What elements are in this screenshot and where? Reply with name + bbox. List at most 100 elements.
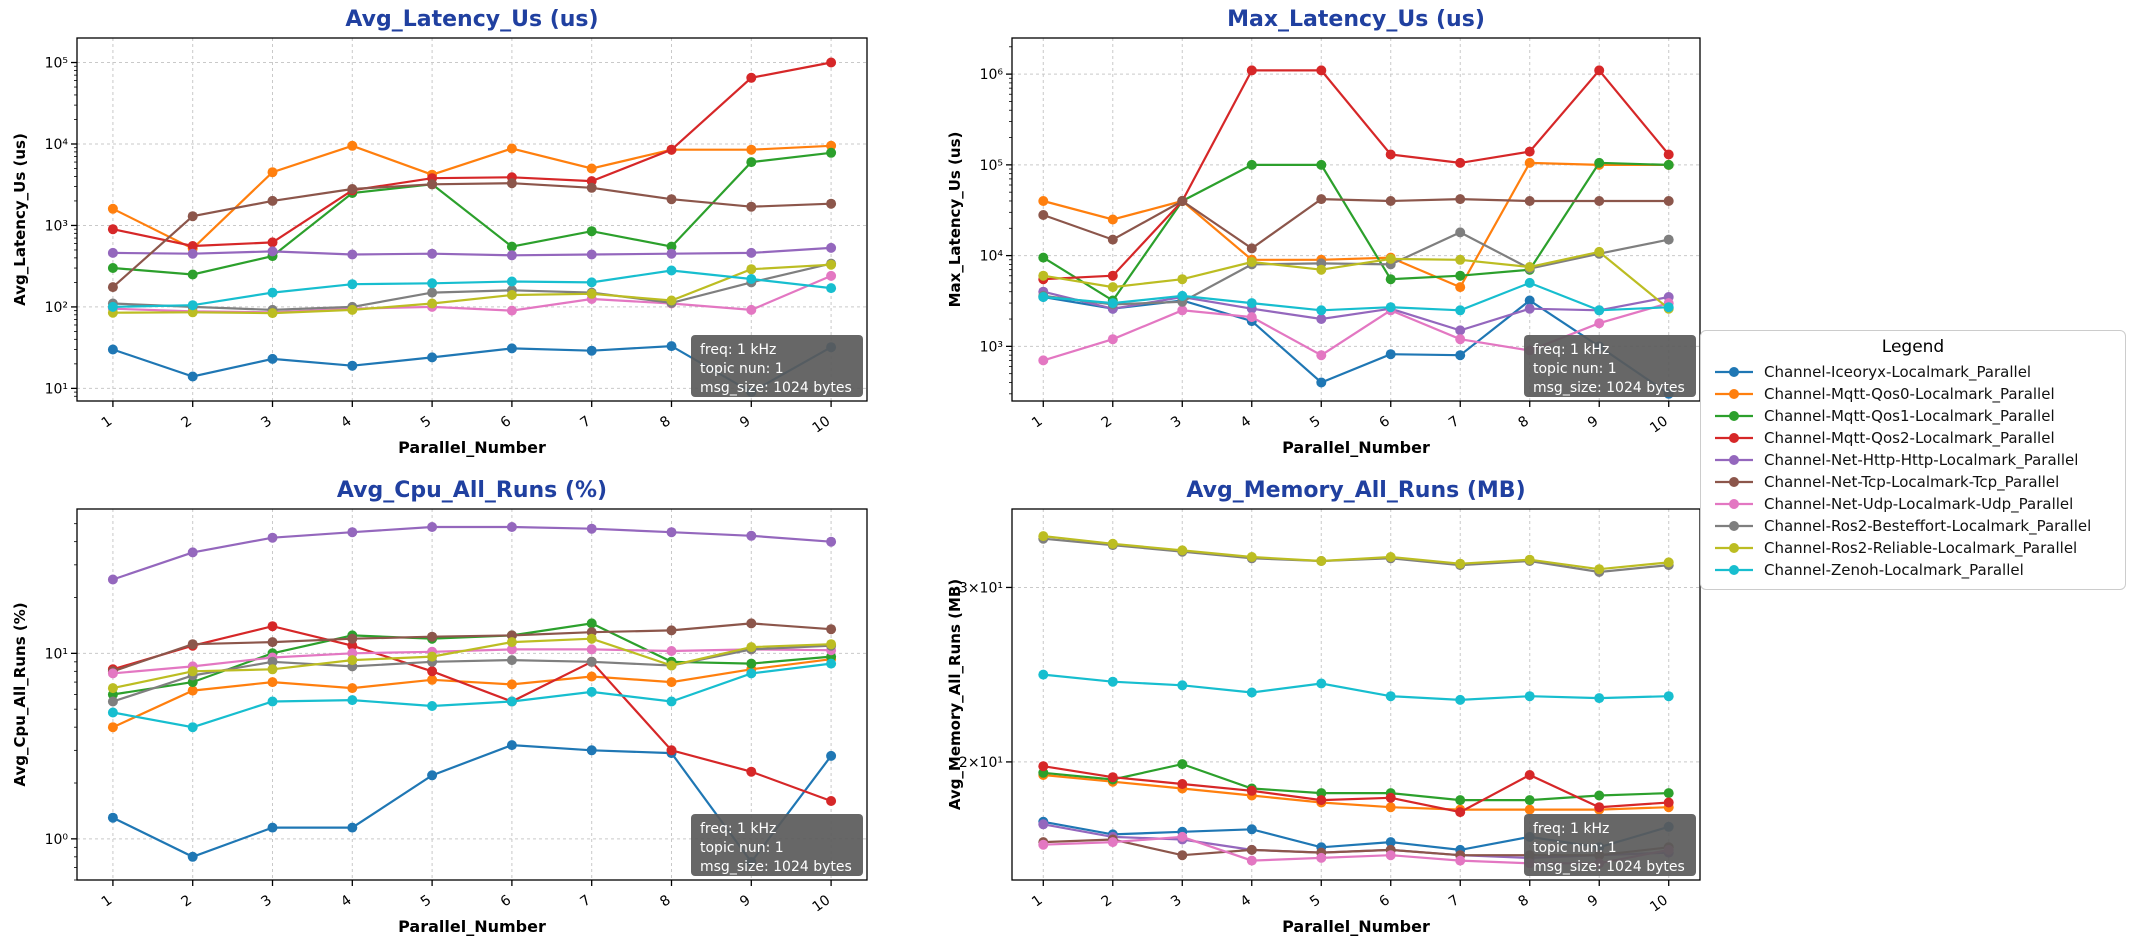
data-point bbox=[187, 248, 198, 259]
data-point bbox=[1177, 196, 1188, 206]
data-point bbox=[347, 822, 358, 833]
data-point bbox=[1524, 795, 1535, 806]
x-axis-label: Parallel_Number bbox=[398, 438, 546, 457]
series-line bbox=[112, 61, 832, 248]
legend-line-sample bbox=[1715, 565, 1753, 575]
data-point bbox=[1107, 837, 1118, 848]
series-line bbox=[1043, 673, 1669, 702]
data-point bbox=[427, 631, 438, 642]
series-line bbox=[1043, 762, 1669, 802]
plot-border bbox=[1011, 508, 1701, 881]
data-point bbox=[107, 683, 118, 694]
chart-title: Max_Latency_Us (us) bbox=[1227, 7, 1485, 32]
series-Channel-Mqtt-Qos0-Localmark_Parallel bbox=[107, 140, 837, 254]
legend-line-sample bbox=[1715, 477, 1753, 487]
x-tick-label: 4 bbox=[338, 892, 355, 910]
data-point bbox=[746, 264, 757, 275]
data-point bbox=[666, 696, 677, 707]
data-point bbox=[1316, 65, 1327, 76]
y-tick-label: 10³ bbox=[45, 218, 68, 234]
series-line bbox=[1043, 537, 1669, 574]
data-point bbox=[347, 184, 358, 194]
data-point bbox=[1316, 678, 1327, 689]
series-line bbox=[1043, 295, 1670, 395]
series-line bbox=[1043, 773, 1669, 811]
y-tick-label: 10⁶ bbox=[980, 67, 1004, 83]
x-tick-label: 5 bbox=[1307, 892, 1323, 910]
data-point bbox=[1177, 779, 1188, 789]
data-point bbox=[347, 695, 358, 706]
data-point bbox=[506, 241, 517, 252]
x-tick-label: 5 bbox=[1307, 413, 1323, 431]
data-point bbox=[746, 618, 757, 629]
data-point bbox=[1524, 196, 1535, 206]
data-point bbox=[1246, 298, 1257, 309]
data-point bbox=[1524, 295, 1535, 306]
series-line bbox=[112, 622, 832, 673]
data-point bbox=[746, 304, 757, 315]
series-Channel-Net-Tcp-Localmark-Tcp_Parallel bbox=[107, 618, 837, 677]
data-point bbox=[267, 237, 278, 248]
data-point bbox=[107, 344, 118, 355]
data-point bbox=[1594, 305, 1605, 316]
data-point bbox=[1316, 194, 1327, 205]
data-point bbox=[1177, 545, 1188, 556]
data-point bbox=[586, 644, 597, 655]
x-tick-label: 7 bbox=[1446, 413, 1462, 431]
data-point bbox=[107, 812, 118, 823]
data-point bbox=[1038, 531, 1049, 542]
x-tick-label: 1 bbox=[99, 892, 115, 910]
y-axis-label: Max_Latency_Us (us) bbox=[946, 132, 964, 308]
data-point bbox=[187, 371, 198, 382]
series-Channel-Mqtt-Qos2-Localmark_Parallel bbox=[107, 57, 837, 251]
data-point bbox=[586, 288, 597, 299]
data-point bbox=[1455, 157, 1466, 168]
data-point bbox=[826, 242, 837, 253]
series-line bbox=[1043, 250, 1670, 310]
data-point bbox=[1663, 302, 1674, 313]
data-point bbox=[1663, 149, 1674, 160]
series-Channel-Zenoh-Localmark_Parallel bbox=[107, 658, 837, 733]
data-point bbox=[1455, 334, 1466, 345]
y-axis-label: Avg_Latency_Us (us) bbox=[11, 133, 29, 306]
data-point bbox=[746, 144, 757, 155]
data-point bbox=[1524, 554, 1535, 565]
x-tick-label: 10 bbox=[1647, 413, 1671, 436]
series-line bbox=[1042, 197, 1669, 250]
data-point bbox=[1107, 538, 1118, 549]
data-point bbox=[347, 655, 358, 666]
data-point bbox=[107, 668, 118, 679]
series-line bbox=[112, 525, 832, 581]
annotation-line: msg_size: 1024 bytes bbox=[700, 859, 852, 875]
series-Channel-Net-Tcp-Localmark-Tcp_Parallel bbox=[1038, 194, 1674, 254]
legend-item: Channel-Iceoryx-Localmark_Parallel bbox=[1711, 361, 2115, 383]
data-point bbox=[107, 696, 118, 707]
data-point bbox=[427, 770, 438, 781]
data-point bbox=[1594, 790, 1605, 801]
data-point bbox=[1107, 270, 1118, 281]
y-tick-label: 10¹ bbox=[45, 381, 68, 397]
series-line bbox=[112, 648, 832, 675]
data-point bbox=[826, 270, 837, 281]
data-point bbox=[1385, 253, 1396, 264]
data-point bbox=[1385, 850, 1396, 861]
legend-label: Channel-Mqtt-Qos0-Localmark_Parallel bbox=[1764, 385, 2055, 403]
data-point bbox=[1455, 254, 1466, 265]
x-tick-label: 6 bbox=[498, 892, 515, 910]
data-point bbox=[187, 300, 198, 311]
annotation-line: topic nun: 1 bbox=[1533, 361, 1617, 377]
y-tick-label: 10⁴ bbox=[980, 249, 1004, 265]
data-point bbox=[187, 211, 198, 222]
data-point bbox=[1177, 831, 1188, 842]
series-line bbox=[112, 658, 832, 729]
series-line bbox=[112, 263, 832, 315]
y-tick-label: 10⁵ bbox=[45, 56, 68, 72]
data-point bbox=[1455, 694, 1466, 705]
data-point bbox=[1385, 149, 1396, 160]
data-point bbox=[1385, 552, 1396, 562]
data-point bbox=[586, 345, 597, 356]
series-line bbox=[1042, 161, 1669, 302]
chart-avg-cpu: 10⁰ 10¹ 1 2 3 4 5 6 7 8 9 10 Avg_Cpu_All_Runs (%) Avg… bbox=[11, 478, 868, 936]
legend-label: Channel-Mqtt-Qos2-Localmark_Parallel bbox=[1764, 429, 2055, 447]
data-point bbox=[746, 658, 757, 669]
